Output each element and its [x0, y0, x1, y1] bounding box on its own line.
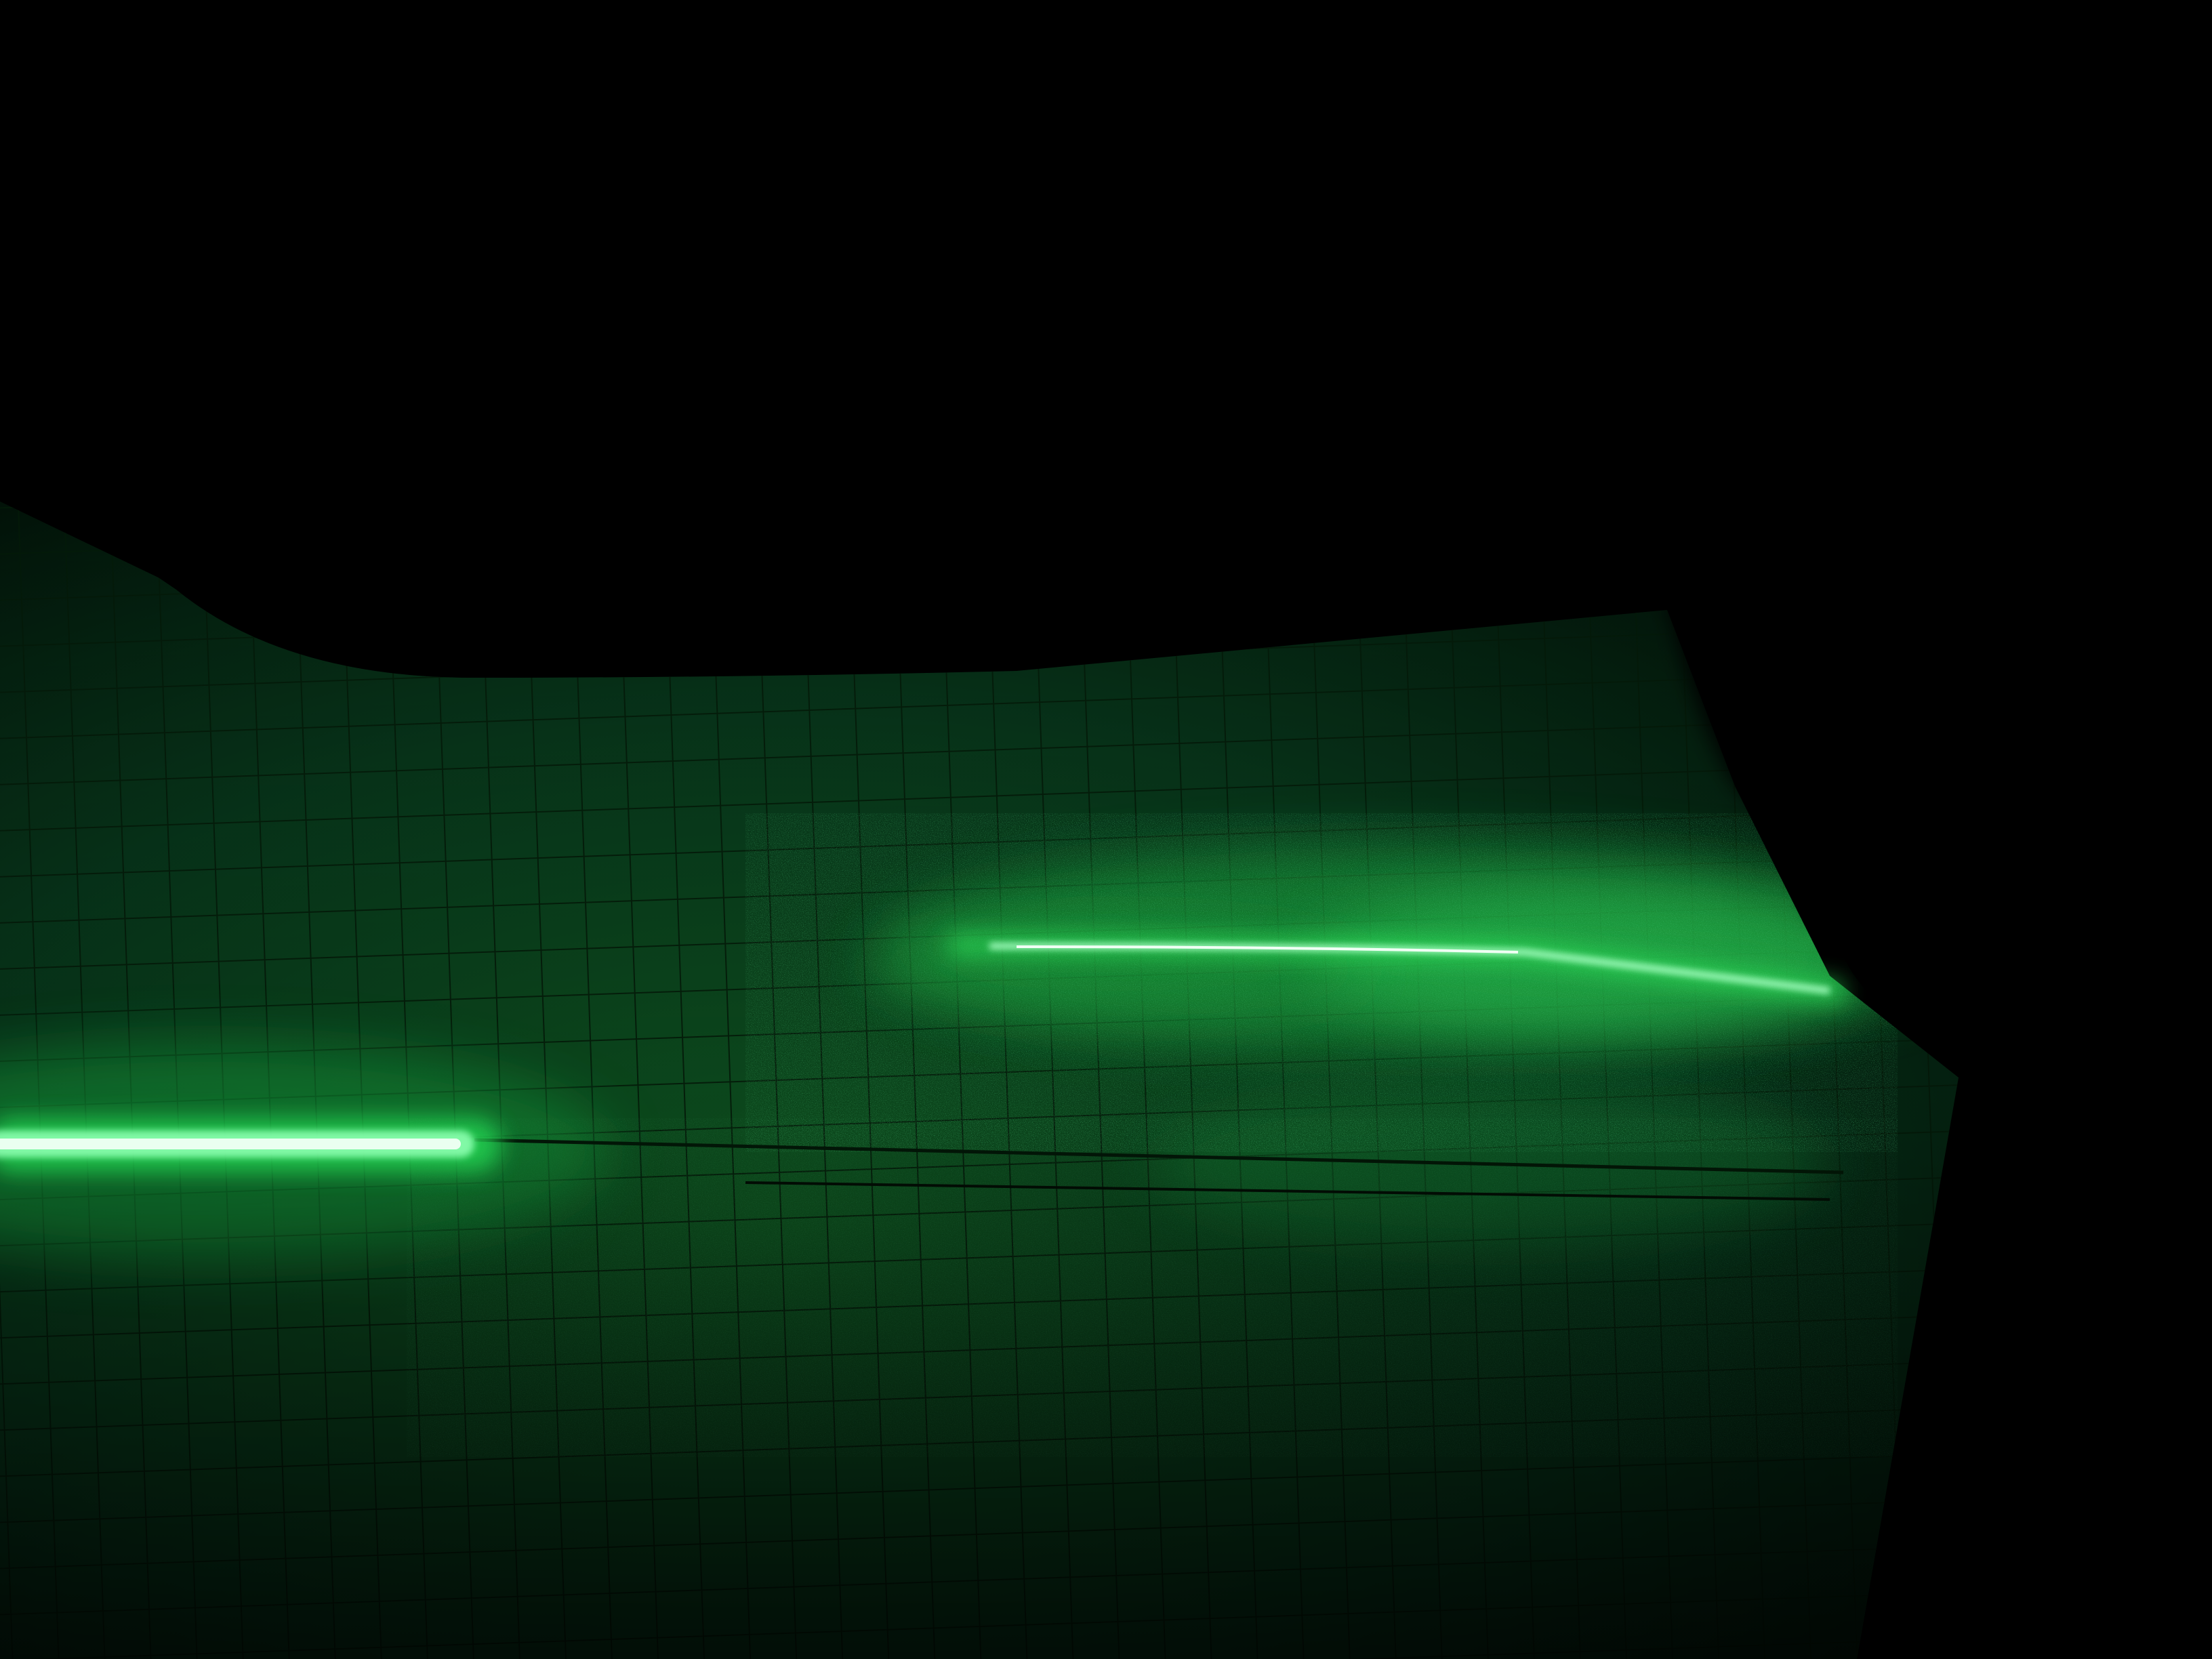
- thin-laser-beam: [948, 934, 1845, 1004]
- upper-shadow: [0, 0, 2212, 678]
- object-shadow: [1681, 407, 2212, 1659]
- bright-laser-beam: [0, 1118, 501, 1172]
